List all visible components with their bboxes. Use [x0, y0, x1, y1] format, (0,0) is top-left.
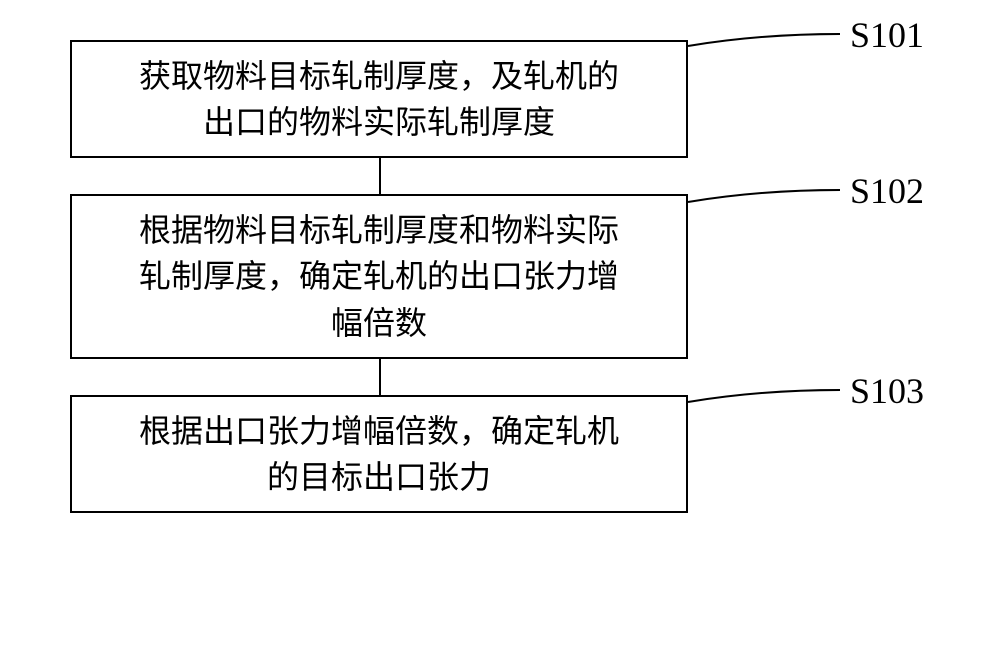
connector: [379, 158, 381, 194]
step-text-line: 的目标出口张力: [247, 454, 511, 500]
connector: [379, 359, 381, 395]
step-text-line: 出口的物料实际轧制厚度: [183, 99, 575, 145]
flow-step-s102: 根据物料目标轧制厚度和物料实际 轧制厚度，确定轧机的出口张力增 幅倍数: [70, 194, 688, 359]
step-text-line: 根据出口张力增幅倍数，确定轧机: [119, 408, 639, 454]
step-label-s103: S103: [850, 370, 924, 412]
step-text-line: 获取物料目标轧制厚度，及轧机的: [119, 53, 639, 99]
flow-step-s101: 获取物料目标轧制厚度，及轧机的 出口的物料实际轧制厚度: [70, 40, 688, 158]
step-label-s101: S101: [850, 14, 924, 56]
flowchart-container: 获取物料目标轧制厚度，及轧机的 出口的物料实际轧制厚度 根据物料目标轧制厚度和物…: [70, 40, 930, 513]
flow-step-s103: 根据出口张力增幅倍数，确定轧机 的目标出口张力: [70, 395, 688, 513]
step-text-line: 轧制厚度，确定轧机的出口张力增: [119, 253, 639, 299]
step-label-s102: S102: [850, 170, 924, 212]
step-text-line: 幅倍数: [311, 300, 447, 346]
step-text-line: 根据物料目标轧制厚度和物料实际: [119, 207, 639, 253]
